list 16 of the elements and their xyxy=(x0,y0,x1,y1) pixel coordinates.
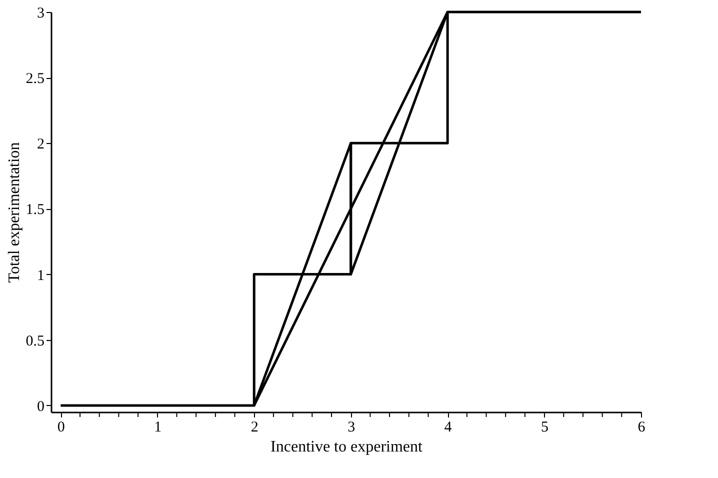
x-tick-label: 5 xyxy=(541,420,549,436)
x-axis-title: Incentive to experiment xyxy=(270,438,424,456)
x-tick-label: 2 xyxy=(250,420,258,436)
y-tick-label: 3 xyxy=(37,6,44,22)
y-tick-label: 1 xyxy=(37,268,44,284)
y-tick-label: 2.5 xyxy=(26,71,44,88)
x-tick-label: 0 xyxy=(57,420,65,436)
x-tick-label: 3 xyxy=(348,420,356,436)
x-tick-label: 1 xyxy=(154,420,162,436)
y-tick-label: 0.5 xyxy=(26,333,44,350)
y-tick-label: 0 xyxy=(37,398,44,415)
y-tick-label: 1.5 xyxy=(26,202,44,218)
y-tick-label: 2 xyxy=(37,136,44,153)
y-axis-title: Total experimentation xyxy=(6,142,23,283)
x-tick-label: 4 xyxy=(444,420,452,436)
x-tick-label: 6 xyxy=(638,420,646,436)
